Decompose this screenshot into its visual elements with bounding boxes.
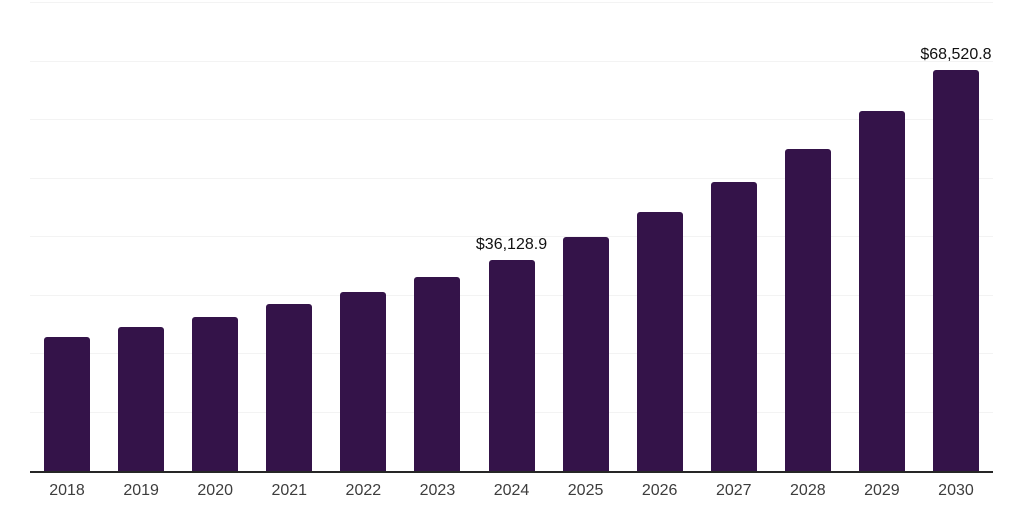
bar-slot-2025 (549, 3, 623, 471)
bar-2026 (636, 211, 683, 471)
x-tick-label-2024: 2024 (493, 482, 530, 499)
x-tick-label-2022: 2022 (345, 482, 382, 499)
x-axis-line (30, 471, 993, 473)
x-axis-tick-labels: 2018 2019 2020 2021 2022 2023 2024 2025 2026 2027… (30, 482, 993, 500)
x-tick-label-2026: 2026 (641, 482, 678, 499)
gridline (30, 119, 993, 120)
bar-2024 (488, 259, 535, 471)
x-tick-label-2030: 2030 (938, 482, 974, 499)
bar-slot-2018 (30, 3, 104, 471)
bar-2020 (192, 317, 239, 471)
bar-2022 (340, 292, 387, 471)
bar-2029 (858, 111, 905, 471)
bar-slot-2029 (845, 3, 919, 471)
x-tick-label-2018: 2018 (49, 482, 85, 499)
x-tick-label-2029: 2029 (864, 482, 900, 499)
bar-slot-2024: $36,128.9 (474, 3, 548, 471)
bar-slot-2030: $68,520.8 (919, 3, 993, 471)
gridline (30, 2, 993, 3)
x-tick-label-2020: 2020 (197, 482, 233, 499)
bar-slot-2028 (771, 3, 845, 471)
x-tick-label-2028: 2028 (790, 482, 826, 499)
bar-2025 (562, 237, 609, 471)
gridline (30, 177, 993, 179)
x-tick-label-2027: 2027 (715, 482, 752, 499)
bar-2030 (932, 70, 979, 471)
x-tick-label-2023: 2023 (419, 482, 456, 499)
data-label-2024: $36,128.9 (475, 235, 548, 253)
bar-slot-2023 (400, 3, 474, 471)
bar-2019 (118, 327, 165, 471)
bar-slot-2021 (252, 3, 326, 471)
bar-slot-2019 (104, 3, 178, 471)
gridline (30, 60, 993, 62)
bar-2028 (784, 149, 831, 471)
bar-slot-2022 (326, 3, 400, 471)
bar-2021 (266, 304, 313, 471)
plot-area: $36,128.9 $68,520.8 (30, 2, 993, 473)
bar-slot-2026 (623, 3, 697, 471)
bar-slot-2020 (178, 3, 252, 471)
bar-2023 (414, 276, 461, 471)
x-tick-label-2021: 2021 (271, 482, 308, 499)
bars: $36,128.9 $68,520.8 (30, 3, 993, 471)
gridline (30, 236, 993, 237)
bar-2027 (710, 182, 757, 471)
data-label-2030: $68,520.8 (920, 46, 992, 64)
bar-2018 (44, 336, 91, 471)
x-tick-label-2019: 2019 (123, 482, 159, 499)
x-tick-label-2025: 2025 (567, 482, 604, 499)
bar-slot-2027 (697, 3, 771, 471)
